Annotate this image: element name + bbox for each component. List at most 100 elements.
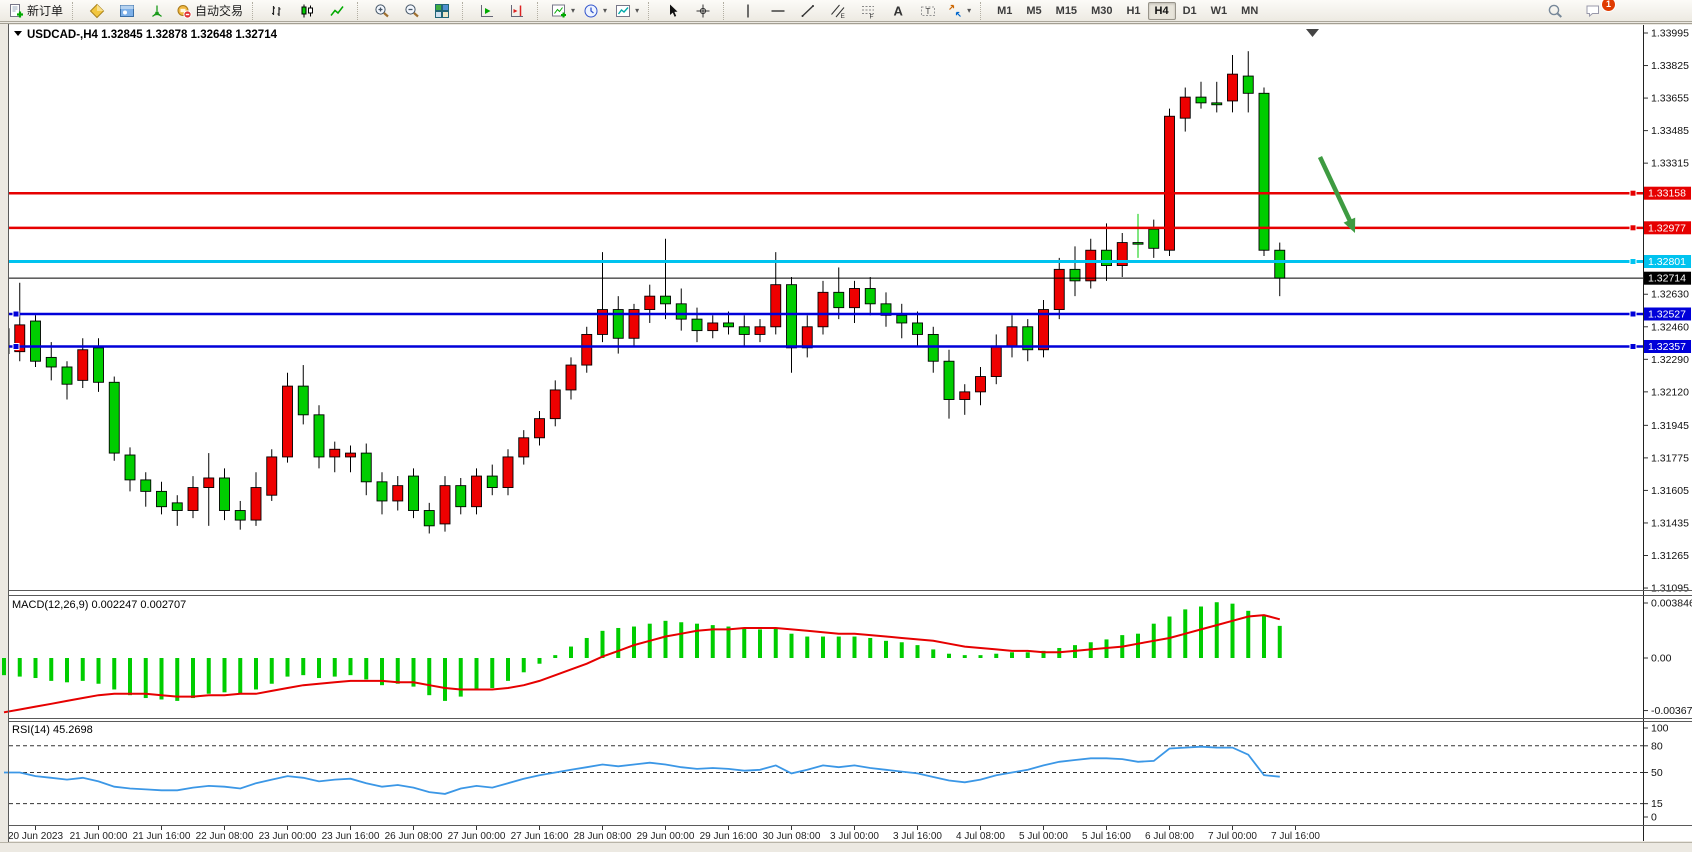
macd-histogram-bar [175,658,180,701]
candle-body [219,477,230,511]
candle-body [1274,249,1286,279]
chat-icon [1586,5,1599,17]
candle-body [156,490,167,508]
candle-body [1022,326,1034,351]
collapse-triangle-icon[interactable] [14,31,22,36]
macd-histogram-bar [710,625,715,658]
macd-histogram-bar [380,658,384,686]
macd-histogram-bar [1246,610,1251,658]
chart-candles-button[interactable] [292,0,322,22]
chart-shift-marker-icon[interactable] [1306,29,1319,37]
candle-body [754,326,766,335]
macd-histogram-bar [191,658,195,699]
macd-tick-label: -0.003675 [1651,705,1692,717]
trendline-button[interactable] [793,0,823,22]
timeframe-M30-button[interactable]: M30 [1091,4,1113,17]
signals-button[interactable] [142,0,172,22]
line-handle[interactable] [12,310,20,318]
zoom-out-button[interactable] [397,0,427,22]
candle-body [959,391,971,400]
timeframe-H1-button[interactable]: H1 [1126,4,1141,17]
zoom-in-button[interactable] [367,0,397,22]
timeframe-H4-button[interactable]: H4 [1147,1,1176,20]
timeframe-M1-button[interactable]: M1 [997,4,1013,17]
arrows-button[interactable]: ▾ [943,0,975,22]
tile-windows-button[interactable] [427,0,457,22]
price-line-label-box [1644,340,1691,353]
price-line-label: 1.32801 [1648,256,1686,268]
market-watch-button[interactable] [82,0,112,22]
cursor-button[interactable] [658,0,688,22]
new-order-button[interactable]: 新订单 [4,0,67,22]
time-axis[interactable]: 20 Jun 2023 21 Jun 00:00 21 Jun 16:00 22 Ju… [8,826,1320,842]
line-handle[interactable] [1629,189,1637,197]
candle-body [297,385,309,416]
templates-button[interactable]: ▾ [611,0,643,22]
arrow-shaft[interactable] [1317,156,1353,222]
navigator-button[interactable] [112,0,142,22]
search-button[interactable] [1540,0,1570,22]
arrow-annotation[interactable] [1317,156,1356,233]
chart-bars-button[interactable] [262,0,292,22]
candle-body [61,366,73,385]
macd-histogram-bar [506,658,510,681]
candle-body [880,303,892,316]
periods-button[interactable]: ▾ [579,0,611,22]
price-tick-label: 1.32460 [1651,321,1689,333]
candle-body [1069,268,1081,282]
text-button[interactable]: A [883,0,913,22]
line-handle[interactable] [1629,310,1637,318]
toolbar-separator [648,1,654,20]
price-scale-background[interactable] [1643,25,1692,841]
fibonacci-button[interactable]: F [853,0,883,22]
crosshair-button[interactable] [688,0,718,22]
time-tick-label: 5 Jul 00:00 [1019,831,1068,842]
text-label-icon: T [921,6,936,16]
chart-shift-button[interactable] [502,0,532,22]
line-handle[interactable] [1629,258,1637,265]
current-price-label-box [1644,271,1691,285]
toolbar-separator [980,1,986,20]
price-scale[interactable]: 1.33995 1.33825 1.33655 1.33485 1.33315 1.331… [1643,28,1692,824]
timeframe-M15-button[interactable]: M15 [1055,4,1078,17]
vertical-line-button[interactable] [733,0,763,22]
dropdown-caret-icon: ▾ [571,6,576,15]
macd-histogram-bar [584,637,589,658]
line-handle[interactable] [12,343,20,350]
rsi-tick-label: 100 [1651,723,1669,735]
timeframe-M5-button[interactable]: M5 [1026,4,1042,17]
candle-body [124,454,136,481]
text-label-button[interactable]: T [913,0,943,22]
macd-histogram-bar [978,655,983,658]
macd-histogram-bar [616,627,621,658]
rsi-label: RSI(14) 45.2698 [12,724,93,736]
candle-body [738,326,750,335]
line-handle[interactable] [1629,224,1637,232]
auto-scroll-button[interactable] [472,0,502,22]
macd-signal-line [3,614,1281,714]
chat-button[interactable]: 1 [1578,0,1616,22]
candle-body [439,485,451,525]
price-line-label: 1.32357 [1648,341,1686,353]
pane-borders [0,23,1692,843]
horizontal-line-button[interactable] [763,0,793,22]
candle-body [266,456,278,496]
timeframe-D1-button[interactable]: D1 [1182,4,1197,17]
line-handle[interactable] [1629,343,1637,350]
chart-line-button[interactable] [322,0,352,22]
timeframe-MN-button[interactable]: MN [1241,4,1259,17]
equidistant-channel-button[interactable]: E [823,0,853,22]
macd-histogram-bar [899,642,904,658]
candle-body [423,510,435,527]
arrow-head-icon[interactable] [1343,217,1356,233]
macd-histogram-bar [222,658,227,693]
autotrading-button[interactable]: 自动交易 [172,0,247,22]
candle-body [1258,92,1270,251]
svg-text:A: A [894,3,904,18]
indicators-button[interactable]: ▾ [547,0,579,22]
toolbar-separator [537,1,543,20]
macd-histogram-bar [695,623,699,658]
timeframe-W1-button[interactable]: W1 [1210,4,1228,17]
horizontal-line-objects [9,189,1643,350]
macd-histogram-bar [238,658,243,694]
